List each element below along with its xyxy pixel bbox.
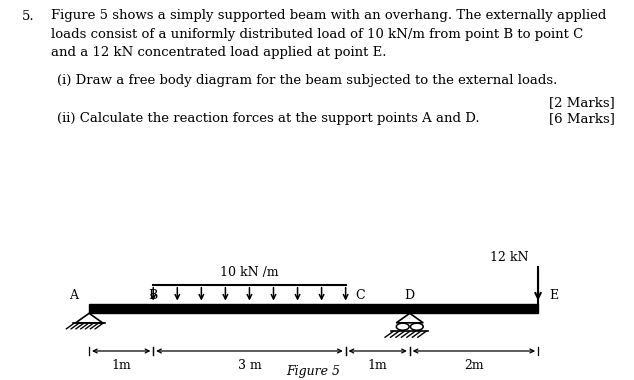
Text: 10 kN /m: 10 kN /m [220, 266, 279, 280]
Text: 1m: 1m [112, 359, 131, 372]
Text: Figure 5: Figure 5 [287, 365, 340, 378]
Text: 5.: 5. [22, 10, 35, 22]
Text: (ii) Calculate the reaction forces at the support points A and D.: (ii) Calculate the reaction forces at th… [57, 112, 480, 125]
Text: 12 kN: 12 kN [490, 251, 528, 264]
Text: C: C [355, 289, 365, 302]
Text: and a 12 kN concentrated load applied at point E.: and a 12 kN concentrated load applied at… [51, 46, 386, 59]
Text: 1m: 1m [368, 359, 387, 372]
Text: A: A [68, 289, 77, 302]
Text: B: B [148, 289, 158, 302]
Text: Figure 5 shows a simply supported beam with an overhang. The externally applied: Figure 5 shows a simply supported beam w… [51, 10, 606, 22]
Text: loads consist of a uniformly distributed load of 10 kN/m from point B to point C: loads consist of a uniformly distributed… [51, 28, 583, 41]
Bar [89, 304, 538, 313]
Text: [6 Marks]: [6 Marks] [549, 112, 615, 125]
Text: (i) Draw a free body diagram for the beam subjected to the external loads.: (i) Draw a free body diagram for the bea… [57, 74, 557, 87]
Text: 3 m: 3 m [238, 359, 261, 372]
Text: E: E [550, 289, 559, 302]
Text: [2 Marks]: [2 Marks] [549, 97, 615, 109]
Text: D: D [404, 289, 415, 302]
Text: 2m: 2m [464, 359, 484, 372]
